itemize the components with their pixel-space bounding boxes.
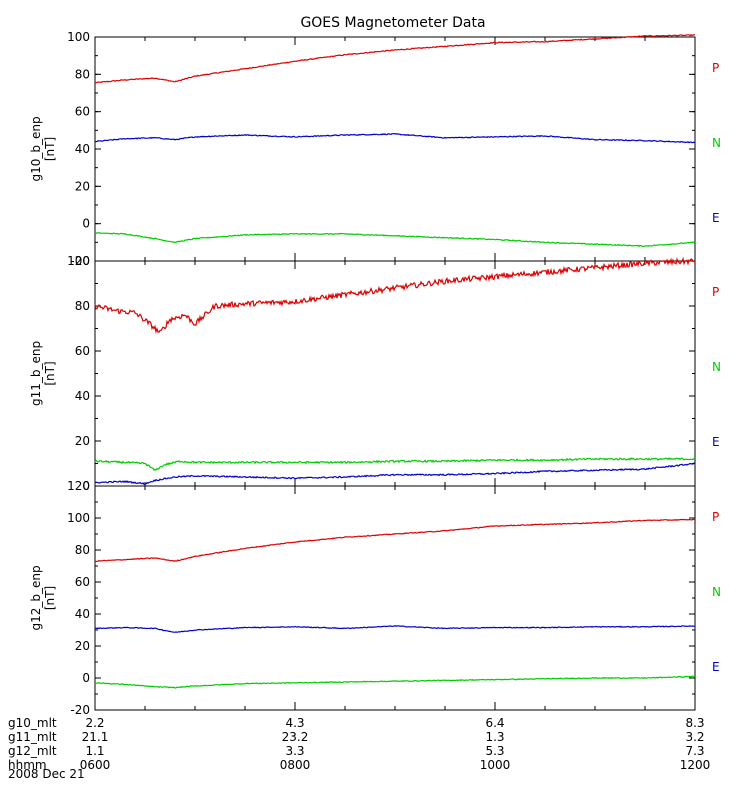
series-p-line xyxy=(94,256,696,335)
y-tick-label: 80 xyxy=(75,299,90,313)
y-tick-label: 100 xyxy=(67,511,90,525)
legend-p: P xyxy=(712,510,719,524)
chart-title: GOES Magnetometer Data xyxy=(300,15,485,31)
legend-e: E xyxy=(712,435,720,449)
legend-n: N xyxy=(712,585,721,599)
ephemeris-value: 0600 xyxy=(80,758,111,772)
y-tick-label: 120 xyxy=(67,479,90,493)
ephemeris-label: hhmm xyxy=(8,758,47,772)
ephemeris-value: 0800 xyxy=(280,758,311,772)
panel-2: 0 20 40 60 80 100 g11_b_enp [nT] P N E xyxy=(29,254,721,493)
ephemeris-value: 1.1 xyxy=(85,744,104,758)
ephemeris-table: g10_mlt 2.2 4.3 6.4 8.3 g11_mlt 21.1 23.2 1.3 3.2… xyxy=(8,716,710,772)
panel-frame xyxy=(94,485,696,711)
ephemeris-value: 7.3 xyxy=(685,744,704,758)
legend-e: E xyxy=(712,660,720,674)
y-axis-label: g11_b_enp xyxy=(29,341,43,406)
y-tick-label: 40 xyxy=(75,607,90,621)
ephemeris-label: g12_mlt xyxy=(8,744,57,758)
ephemeris-value: 2.2 xyxy=(85,716,104,730)
ephemeris-value: 3.2 xyxy=(685,730,704,744)
ephemeris-label: g10_mlt xyxy=(8,716,57,730)
y-tick-label: 20 xyxy=(75,434,90,448)
y-tick-label: 60 xyxy=(75,575,90,589)
ephemeris-value: 4.3 xyxy=(285,716,304,730)
ephemeris-label: g11_mlt xyxy=(8,730,57,744)
y-tick-label: 40 xyxy=(75,142,90,156)
ephemeris-value: 6.4 xyxy=(485,716,504,730)
legend-e: E xyxy=(712,211,720,225)
series-p-line xyxy=(94,518,696,563)
legend-p: P xyxy=(712,285,719,299)
ephemeris-value: 21.1 xyxy=(82,730,109,744)
series-e-line xyxy=(94,625,696,633)
y-tick-label: 100 xyxy=(67,254,90,268)
y-tick-label: 40 xyxy=(75,389,90,403)
y-axis-label: g10_b_enp xyxy=(29,116,43,181)
y-tick-label: 0 xyxy=(82,671,90,685)
y-tick-label: 60 xyxy=(75,105,90,119)
legend-n: N xyxy=(712,360,721,374)
ephemeris-value: 1000 xyxy=(480,758,511,772)
ephemeris-value: 5.3 xyxy=(485,744,504,758)
series-n-line xyxy=(94,457,696,471)
y-tick-label: -20 xyxy=(70,703,90,717)
y-tick-label: -20 xyxy=(70,254,90,268)
panel-frame xyxy=(94,36,696,262)
ephemeris-value: 1200 xyxy=(680,758,711,772)
series-p-line xyxy=(94,34,696,84)
y-axis-label: g12_b_enp xyxy=(29,565,43,630)
y-axis-units: [nT] xyxy=(43,586,57,610)
series-e-line xyxy=(94,133,696,144)
legend-p: P xyxy=(712,61,719,75)
series-e-line xyxy=(94,462,695,485)
y-axis-units: [nT] xyxy=(43,361,57,385)
y-tick-label: 100 xyxy=(67,30,90,44)
ephemeris-value: 3.3 xyxy=(285,744,304,758)
panel-3: -20 0 20 40 60 80 100 120 g12_b_enp [nT] P N E xyxy=(29,479,721,717)
y-tick-label: 0 xyxy=(82,479,90,493)
panel-1: -20 0 20 40 60 80 100 g10_b_enp [nT] P N E xyxy=(29,30,721,268)
panel-frame xyxy=(94,260,696,487)
y-axis-units: [nT] xyxy=(43,137,57,161)
y-tick-label: 20 xyxy=(75,179,90,193)
y-tick-label: 60 xyxy=(75,344,90,358)
y-tick-label: 0 xyxy=(82,217,90,231)
ephemeris-value: 1.3 xyxy=(485,730,504,744)
y-tick-label: 20 xyxy=(75,639,90,653)
y-tick-label: 80 xyxy=(75,543,90,557)
date-label: 2008 Dec 21 xyxy=(8,767,85,781)
series-n-line xyxy=(94,232,696,248)
series-n-line xyxy=(94,675,696,689)
ephemeris-value: 23.2 xyxy=(282,730,309,744)
legend-n: N xyxy=(712,136,721,150)
y-tick-label: 80 xyxy=(75,67,90,81)
ephemeris-value: 8.3 xyxy=(685,716,704,730)
